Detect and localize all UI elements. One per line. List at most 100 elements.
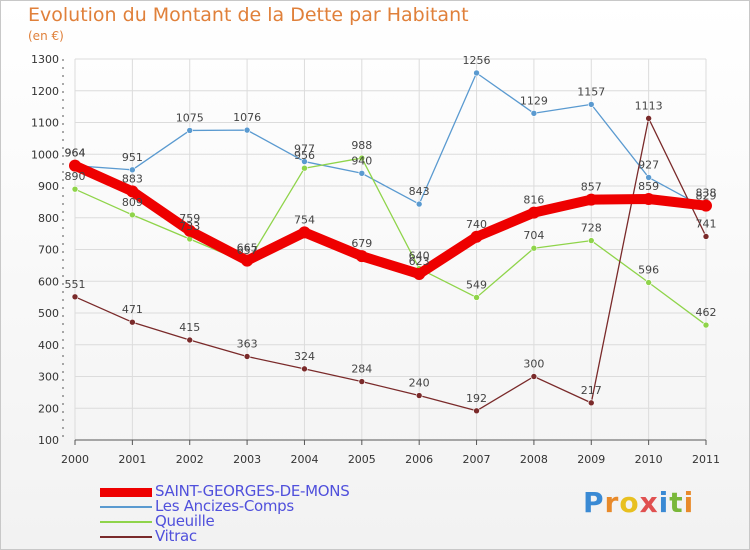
series-line [74,117,707,412]
chart-subtitle: (en €) [28,29,64,43]
data-label: 300 [523,358,544,371]
data-point [587,237,595,244]
data-label: 843 [409,185,430,198]
x-tick-label: 2000 [61,453,89,466]
logo-letter: t [669,486,684,519]
series-line [74,157,707,326]
data-label: 549 [466,278,487,291]
y-tick-label: 1300 [31,53,59,66]
y-tick-label: 300 [38,371,59,384]
data-point [415,200,423,208]
data-label: 640 [409,250,430,263]
data-label: 704 [523,229,544,242]
data-point [183,224,196,237]
data-label: 623 [409,255,430,268]
legend-label: Queuille [155,512,215,530]
data-point [186,336,194,344]
data-label: 1157 [577,85,605,98]
data-label: 665 [237,242,258,255]
data-point [527,206,540,219]
data-label: 415 [179,321,200,334]
data-label: 859 [638,180,659,193]
x-tick-label: 2011 [692,453,720,466]
data-label: 1113 [635,99,663,112]
y-tick-label: 700 [38,244,59,257]
series-line [70,160,711,279]
data-point [355,250,368,263]
data-label: 977 [294,143,315,156]
data-label: 964 [65,147,86,160]
data-point [530,373,538,380]
data-point [473,294,480,301]
data-point [243,353,251,360]
data-label: 728 [581,222,602,235]
data-label: 857 [581,181,602,194]
data-point [358,154,366,162]
data-label: 284 [351,363,372,376]
x-tick-label: 2004 [290,453,318,466]
data-label: 816 [523,194,544,207]
data-point [587,399,595,407]
series-line [74,72,707,210]
data-label: 657 [237,244,258,257]
data-point [530,244,538,252]
data-label: 740 [466,218,487,231]
legend-swatch [100,536,152,538]
data-label: 754 [294,213,315,226]
x-tick-label: 2009 [577,453,605,466]
data-point [473,69,480,77]
data-point [645,279,652,286]
data-point [69,159,81,172]
data-point [413,267,426,280]
data-label: 951 [122,151,143,164]
data-point [587,101,595,108]
data-point [301,365,308,373]
data-point [71,293,79,301]
data-point [470,230,483,243]
data-label: 1256 [463,54,491,67]
data-point [186,127,194,134]
data-label: 829 [696,190,717,203]
logo-letter: i [683,486,695,519]
data-label: 363 [237,337,258,350]
data-point [645,174,652,181]
data-point [358,378,366,385]
legend-label: SAINT-GEORGES-DE-MONS [155,482,350,500]
logo-letter: x [639,486,659,519]
x-tick-label: 2006 [405,453,433,466]
data-label: 759 [179,212,200,225]
y-tick-label: 200 [38,402,59,415]
legend-swatch [100,488,152,497]
data-point [700,199,712,212]
data-label: 809 [122,196,143,209]
x-tick-label: 2010 [635,453,663,466]
data-label: 988 [351,139,372,152]
data-point [642,193,655,206]
data-point [126,185,139,198]
legend-label: Les Ancizes-Comps [155,497,294,515]
data-point [301,164,308,172]
data-label: 956 [294,149,315,162]
y-tick-label: 600 [38,275,59,288]
x-tick-label: 2001 [118,453,146,466]
data-point [71,185,79,193]
data-label: 1129 [520,94,548,107]
data-point [645,115,652,122]
x-tick-label: 2003 [233,453,261,466]
data-label: 192 [466,392,487,405]
data-point [702,233,710,240]
data-point [129,318,136,326]
data-label: 733 [179,220,200,233]
data-point [129,211,136,219]
data-label: 217 [581,384,602,397]
data-label: 890 [65,170,86,183]
logo-letter: P [583,486,605,519]
data-label: 462 [696,306,717,319]
logo-letter: i [658,486,670,519]
x-tick-label: 2007 [463,453,491,466]
data-label: 1075 [176,111,204,124]
x-tick-label: 2005 [348,453,376,466]
data-point [129,166,136,174]
y-tick-label: 900 [38,180,59,193]
